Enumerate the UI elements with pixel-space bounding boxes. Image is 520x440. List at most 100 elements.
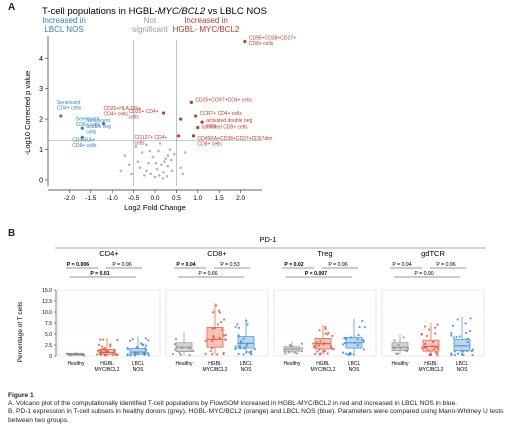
data-point (469, 329, 472, 332)
data-point (212, 336, 215, 339)
data-point (96, 353, 99, 356)
data-point (462, 353, 465, 357)
data-point (234, 347, 237, 350)
data-point (395, 352, 398, 355)
data-point (83, 354, 86, 357)
data-point (363, 326, 366, 329)
group-label: LBCL NOS (348, 361, 361, 373)
x-tick-label: -2.0 (64, 195, 76, 202)
data-point (136, 351, 139, 355)
group-label: HGBL MYC/BCL2 (202, 361, 227, 373)
data-point (436, 347, 439, 350)
data-point (329, 345, 333, 348)
data-point (99, 338, 102, 341)
volcano-title-suffix: vs LBLC NOS (205, 6, 267, 17)
point-label: CD45RA+CD38+CD27+CD57dim CD8+ cells (198, 136, 273, 148)
p-value-label: P = 0.90 (414, 271, 433, 277)
data-point (145, 344, 148, 347)
p-value-label: P = 0.96 (436, 262, 455, 268)
data-point (171, 352, 175, 355)
caption-line-b: B. PD-1 expression in T-cell subsets in … (8, 408, 504, 424)
group-label: Healthy (392, 361, 409, 367)
subset-title: Treg (317, 249, 332, 258)
ns-point (128, 163, 131, 167)
data-point (455, 335, 458, 339)
box (422, 339, 440, 352)
x-tick-label: 1.5 (215, 195, 224, 202)
ns-point (147, 161, 150, 165)
ns-point (134, 145, 138, 148)
point-label: CCR7+ CD4+ cells (200, 111, 243, 117)
p-value-label: P = 0.006 (67, 262, 89, 268)
data-point (145, 348, 148, 352)
data-point (341, 351, 345, 354)
data-point (102, 347, 105, 351)
ns-point (143, 174, 146, 177)
data-point (341, 343, 345, 346)
data-point (450, 353, 453, 357)
labeled-point (196, 126, 200, 130)
data-point (425, 346, 428, 349)
data-point (146, 352, 150, 355)
data-point (469, 317, 472, 320)
data-point (218, 311, 221, 314)
data-point (188, 347, 191, 350)
data-point (312, 342, 315, 345)
data-point (238, 345, 242, 348)
p-value-label: P = 0.02 (284, 262, 303, 268)
data-point (109, 343, 112, 346)
data-point (456, 318, 459, 321)
data-point (211, 339, 214, 342)
data-point (211, 353, 214, 356)
data-point (238, 347, 242, 350)
data-point (361, 319, 364, 322)
data-point (103, 346, 106, 350)
data-point (192, 349, 195, 353)
data-point (129, 339, 132, 342)
data-point (287, 351, 290, 354)
data-point (362, 338, 365, 342)
data-point (237, 352, 240, 356)
data-point (424, 342, 427, 345)
data-point (237, 326, 241, 329)
data-point (300, 342, 303, 345)
ns-point (160, 163, 163, 167)
y-axis-label: -Log10 Corrected p value (23, 71, 32, 156)
ns-point (145, 169, 148, 173)
labeled-point (200, 120, 204, 124)
data-point (356, 338, 359, 341)
data-point (460, 349, 463, 352)
data-point (345, 352, 348, 356)
data-point (345, 337, 348, 341)
data-point (428, 328, 431, 331)
data-point (393, 339, 396, 342)
y-tick-label: 2 (39, 117, 43, 124)
data-point (204, 339, 207, 342)
data-point (432, 348, 435, 351)
data-point (300, 350, 303, 353)
data-point (322, 342, 325, 346)
data-point (114, 352, 117, 355)
data-point (113, 349, 116, 353)
point-label: Senescent double neg cells (86, 118, 111, 135)
data-point (220, 321, 223, 324)
data-point (434, 326, 437, 329)
ns-point (157, 149, 160, 153)
y-tick-label: 12.5 (42, 299, 52, 305)
data-point (236, 323, 239, 326)
data-point (353, 341, 356, 345)
ns-point (166, 164, 170, 168)
data-point (453, 353, 457, 357)
point-label: Senescent CD8+ cells (76, 117, 101, 129)
data-point (436, 323, 439, 326)
x-axis-label: Log2 Fold Change (124, 203, 186, 212)
labeled-point (176, 134, 181, 138)
volcano-title-prefix: T-cell populations in HGBL- (42, 6, 158, 17)
data-point (343, 342, 347, 345)
data-point (245, 350, 248, 354)
data-point (451, 324, 455, 327)
data-point (134, 352, 137, 356)
ns-point (148, 149, 152, 153)
group-header-left-line: LBCL NOS (44, 25, 83, 34)
data-point (69, 353, 72, 356)
